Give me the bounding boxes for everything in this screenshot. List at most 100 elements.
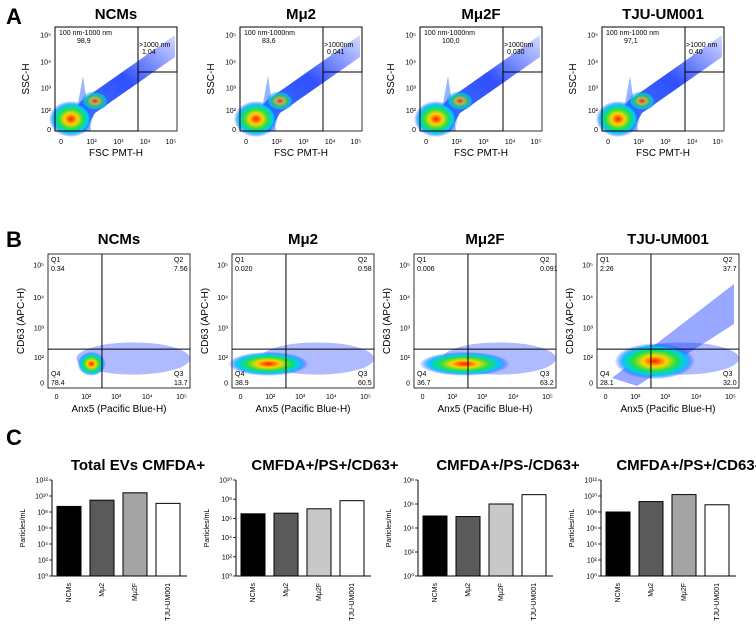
gate-small-percent: 100,0 bbox=[442, 38, 460, 45]
y-tick: 10² bbox=[34, 355, 45, 362]
y-tick-label: 10⁶ bbox=[403, 502, 414, 509]
y-tick-label: 10² bbox=[404, 550, 415, 557]
bar-2 bbox=[488, 503, 514, 577]
q3-label: Q3 bbox=[174, 371, 183, 378]
y-tick-label: 10⁴ bbox=[221, 535, 232, 542]
bar-chart-title: CMFDA+/PS+/CD63- bbox=[616, 457, 756, 474]
x-axis-label: Anx5 (Pacific Blue-H) bbox=[71, 404, 166, 415]
category-label: Mμ2 bbox=[99, 583, 106, 597]
category-label: TJU-UM001 bbox=[714, 583, 721, 621]
y-tick: 10³ bbox=[400, 326, 411, 333]
y-tick: 0 bbox=[406, 381, 410, 388]
y-tick: 10⁵ bbox=[587, 32, 598, 39]
gate-small-percent: 98,9 bbox=[77, 38, 91, 45]
y-axis-label: SSC-H bbox=[21, 63, 32, 94]
x-tick: 10⁴ bbox=[505, 139, 516, 146]
bar-3 bbox=[155, 502, 181, 577]
q1-value: 0.34 bbox=[51, 266, 65, 273]
gate-small-label: 100 nm-1000 nm bbox=[59, 30, 112, 37]
x-tick: 10² bbox=[265, 394, 276, 401]
x-axis-label: FSC PMT-H bbox=[274, 148, 328, 159]
row-b-plot-0: NCMs Q1 0.34 Q2 7.56 Q3 13.7 Q4 78.4 0 10² 10³ 10⁴ 10… bbox=[16, 231, 191, 415]
y-tick: 10² bbox=[588, 108, 599, 115]
row-c-bar-charts: Total EVs CMFDA+ 10¹² 10¹⁰ 10⁸ 10⁶ 10⁴ 10² 10⁰ P… bbox=[20, 457, 756, 621]
gate-small bbox=[419, 26, 504, 132]
gate-large-percent: 1,04 bbox=[142, 49, 156, 56]
y-axis-label: SSC-H bbox=[568, 63, 579, 94]
x-tick: 10⁴ bbox=[687, 139, 698, 146]
x-tick: 10² bbox=[634, 139, 645, 146]
row-b-plot-title: TJU-UM001 bbox=[627, 231, 709, 248]
y-tick: 10⁴ bbox=[40, 59, 51, 66]
category-label: NCMs bbox=[432, 583, 439, 603]
bar-2 bbox=[122, 492, 148, 577]
q2-value: 37.7 bbox=[723, 266, 737, 273]
y-tick-label: 10⁴ bbox=[37, 542, 48, 549]
density-hotspot bbox=[614, 343, 695, 380]
x-axis-label: Anx5 (Pacific Blue-H) bbox=[620, 404, 715, 415]
y-tick: 10⁵ bbox=[399, 263, 410, 270]
gate-large-label: >1000 nm bbox=[686, 42, 717, 49]
x-tick: 10³ bbox=[660, 394, 671, 401]
gate-small bbox=[239, 26, 324, 132]
y-tick-label: 10¹² bbox=[36, 478, 49, 485]
density-hotspot bbox=[234, 101, 278, 137]
bar-chart-title: CMFDA+/PS+/CD63+ bbox=[251, 457, 398, 474]
row-a-plot-title: TJU-UM001 bbox=[622, 6, 704, 23]
gate-small-percent: 97,1 bbox=[624, 38, 638, 45]
x-tick: 10⁵ bbox=[725, 394, 736, 401]
y-tick-label: 10⁰ bbox=[403, 573, 414, 581]
x-tick: 0 bbox=[604, 394, 608, 401]
bar-1 bbox=[89, 499, 115, 577]
q2-value: 0.58 bbox=[358, 266, 372, 273]
q2-value: 7.56 bbox=[174, 266, 188, 273]
x-tick: 10³ bbox=[295, 394, 306, 401]
density-hotspot bbox=[414, 101, 458, 137]
q4-label: Q4 bbox=[417, 371, 426, 378]
x-tick: 10⁵ bbox=[360, 394, 371, 401]
y-tick-label: 10⁰ bbox=[586, 573, 597, 581]
plot-frame bbox=[596, 253, 740, 389]
plot-frame bbox=[231, 253, 375, 389]
row-a-plot-title: Mμ2F bbox=[461, 6, 500, 23]
gate-small bbox=[54, 26, 139, 132]
row-b-plot-title: Mμ2 bbox=[288, 231, 318, 248]
density-hotspot bbox=[228, 351, 309, 376]
q2-label: Q2 bbox=[174, 257, 183, 264]
bar-chart-title: CMFDA+/PS-/CD63+ bbox=[436, 457, 580, 474]
gate-large-percent: 0,041 bbox=[327, 49, 345, 56]
x-axis-label: FSC PMT-H bbox=[454, 148, 508, 159]
y-axis-label: Particles/mL bbox=[204, 509, 211, 548]
y-tick: 10³ bbox=[583, 326, 594, 333]
x-axis-label: Anx5 (Pacific Blue-H) bbox=[437, 404, 532, 415]
q4-label: Q4 bbox=[600, 371, 609, 378]
y-axis-label: CD63 (APC-H) bbox=[565, 288, 576, 354]
q3-label: Q3 bbox=[540, 371, 549, 378]
gate-small-label: 100 nm-1000 nm bbox=[606, 30, 659, 37]
x-tick: 0 bbox=[244, 139, 248, 146]
bar-1 bbox=[455, 516, 481, 577]
x-tick: 0 bbox=[239, 394, 243, 401]
category-label: Mμ2F bbox=[316, 583, 323, 601]
category-label: Mμ2F bbox=[498, 583, 505, 601]
q2-label: Q2 bbox=[358, 257, 367, 264]
gate-large-percent: 0,40 bbox=[689, 49, 703, 56]
y-tick: 0 bbox=[40, 381, 44, 388]
gate-large-percent: 0,030 bbox=[507, 49, 525, 56]
y-tick: 10³ bbox=[406, 85, 417, 92]
y-tick: 0 bbox=[589, 381, 593, 388]
x-tick: 10³ bbox=[660, 139, 671, 146]
y-tick: 10² bbox=[218, 355, 229, 362]
y-tick-label: 10⁴ bbox=[403, 526, 414, 533]
x-tick: 0 bbox=[424, 139, 428, 146]
y-axis-label: CD63 (APC-H) bbox=[200, 288, 211, 354]
category-label: Mμ2F bbox=[681, 583, 688, 601]
y-tick: 10⁵ bbox=[225, 32, 236, 39]
x-tick: 10² bbox=[452, 139, 463, 146]
q1-value: 0.020 bbox=[235, 266, 253, 273]
y-tick: 10² bbox=[406, 108, 417, 115]
bar-0 bbox=[605, 511, 631, 577]
